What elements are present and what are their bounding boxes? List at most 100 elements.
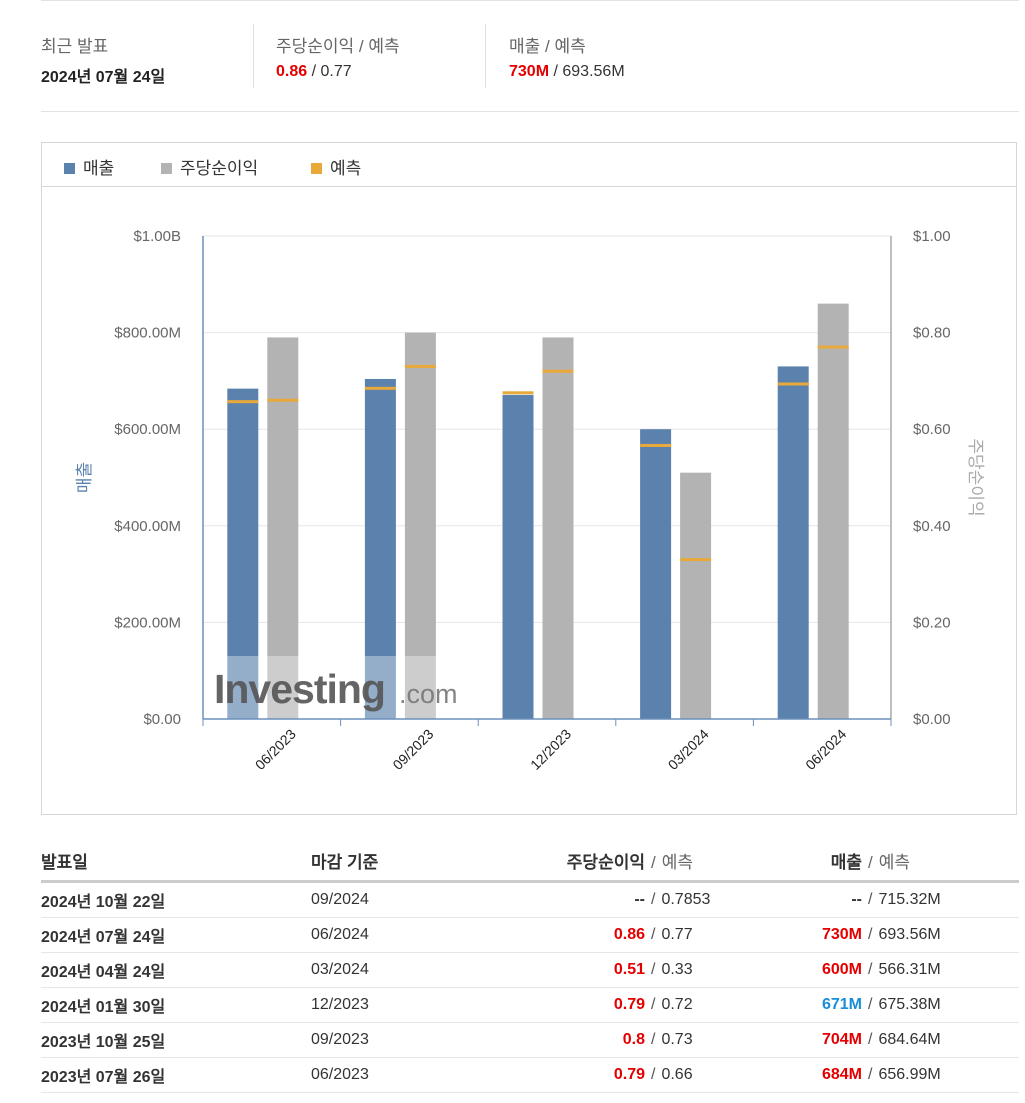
summary-eps-label: 주당순이익 / 예측 <box>276 32 400 57</box>
summary-revenue-label: 매출 / 예측 <box>509 32 625 57</box>
row-revenue-actual: 671M <box>821 996 862 1013</box>
forecast-marker-eps <box>680 558 712 562</box>
legend-item-eps[interactable]: 주당순이익 <box>161 154 258 179</box>
row-period: 03/2024 <box>311 952 491 988</box>
row-revenue-actual: 600M <box>821 961 862 978</box>
row-eps-actual: 0.8 <box>622 1031 645 1048</box>
row-revenue: 730M / 693.56M <box>736 917 1019 953</box>
earnings-table: 발표일 마감 기준 주당순이익 / 예측 매출 / 예측 2024년 10월 22일 09… <box>41 840 1019 1093</box>
row-revenue-slash: / <box>868 1066 873 1083</box>
right-tick-label: $0.60 <box>913 421 951 438</box>
summary-revenue: 매출 / 예측 730M / 693.56M <box>509 32 625 81</box>
table-header-row: 발표일 마감 기준 주당순이익 / 예측 매출 / 예측 <box>41 840 1019 883</box>
left-tick-label: $800.00M <box>114 325 181 342</box>
summary-eps-label-sub: 예측 <box>368 37 400 56</box>
row-eps-forecast: 0.66 <box>661 1066 693 1083</box>
row-eps: 0.79 / 0.66 <box>491 1057 736 1093</box>
row-release-date: 2024년 04월 24일 <box>41 952 311 988</box>
bar-eps <box>542 337 574 719</box>
x-tick-label: 06/2024 <box>802 726 849 773</box>
row-eps-forecast: 0.77 <box>661 926 693 943</box>
right-tick-label: $0.80 <box>913 325 951 342</box>
watermark-band <box>203 656 463 719</box>
row-eps-slash: / <box>651 926 656 943</box>
row-release-date: 2023년 10월 25일 <box>41 1022 311 1058</box>
table-body: 2024년 10월 22일 09/2024 --/0.7853 --/715.32M 2… <box>41 881 1019 1093</box>
row-period: 09/2024 <box>311 881 491 918</box>
row-eps-actual: 0.79 <box>613 996 645 1013</box>
th-eps[interactable]: 주당순이익 / 예측 <box>491 840 736 883</box>
forecast-marker-revenue <box>640 443 672 447</box>
bar-eps <box>817 303 849 719</box>
row-eps-forecast: 0.73 <box>661 1031 693 1048</box>
table-row: 2024년 07월 24일 06/2024 0.86 / 0.77 730M / 693.56… <box>41 917 1019 953</box>
summary-revenue-value: 730M / 693.56M <box>509 63 625 81</box>
x-tick-label: 03/2024 <box>665 726 712 773</box>
watermark-logo-text: Investing <box>214 666 385 712</box>
chart-legend: 매출 주당순이익 예측 <box>42 143 1016 187</box>
th-release-date[interactable]: 발표일 <box>41 840 311 883</box>
bar-eps <box>680 472 712 719</box>
summary-revenue-sep: / <box>549 63 563 80</box>
row-eps-forecast: 0.7853 <box>661 891 711 908</box>
summary-revenue-label-sub: 예측 <box>554 37 586 56</box>
row-revenue-actual: 730M <box>821 926 862 943</box>
legend-item-forecast[interactable]: 예측 <box>311 154 361 179</box>
x-tick-label: 06/2023 <box>252 726 299 773</box>
legend-label-revenue: 매출 <box>83 159 115 178</box>
legend-item-revenue[interactable]: 매출 <box>64 154 114 179</box>
left-tick-label: $200.00M <box>114 614 181 631</box>
row-revenue: -- / 715.32M <box>736 881 1019 918</box>
legend-label-eps: 주당순이익 <box>180 159 259 178</box>
right-axis-title: 주당순이익 <box>966 438 985 516</box>
summary-separator <box>485 24 486 88</box>
th-revenue[interactable]: 매출 / 예측 <box>736 840 1019 883</box>
row-eps-actual: -- <box>634 891 645 908</box>
earnings-chart: 매출 주당순이익 예측 $0.00 $200.00M $400.00M $600.00… <box>41 142 1017 815</box>
row-revenue-slash: / <box>868 891 873 908</box>
bar-eps <box>404 332 436 719</box>
row-eps-forecast: 0.72 <box>661 996 693 1013</box>
x-tick-label: 09/2023 <box>389 726 436 773</box>
row-eps-actual: 0.86 <box>613 926 645 943</box>
row-revenue-slash: / <box>868 926 873 943</box>
th-period-end[interactable]: 마감 기준 <box>311 840 491 883</box>
legend-label-forecast: 예측 <box>330 159 362 178</box>
left-tick-label: $0.00 <box>143 711 181 728</box>
row-revenue-slash: / <box>868 1031 873 1048</box>
th-revenue-main: 매출 <box>830 852 862 872</box>
row-revenue-forecast: 684.64M <box>878 1031 941 1048</box>
forecast-marker-revenue <box>227 400 259 404</box>
row-revenue-forecast: 656.99M <box>878 1066 941 1083</box>
table-row: 2024년 04월 24일 03/2024 0.51 / 0.33 600M / 566.31… <box>41 952 1019 988</box>
top-border <box>41 0 1019 1</box>
row-release-date: 2024년 07월 24일 <box>41 917 311 953</box>
forecast-marker-eps <box>267 398 299 402</box>
summary-last-release-value: 2024년 07월 24일 <box>41 69 166 86</box>
left-tick-label: $400.00M <box>114 518 181 535</box>
summary-eps-label-main: 주당순이익 <box>276 37 355 56</box>
legend-swatch-forecast <box>311 163 322 174</box>
row-revenue: 671M / 675.38M <box>736 987 1019 1023</box>
row-eps-actual: 0.51 <box>613 961 645 978</box>
forecast-marker-revenue <box>364 386 396 390</box>
table-row: 2024년 01월 30일 12/2023 0.79 / 0.72 671M / 675.38… <box>41 987 1019 1023</box>
left-axis-title: 매출 <box>75 462 94 493</box>
summary-separator <box>253 24 254 88</box>
row-revenue: 684M / 656.99M <box>736 1057 1019 1093</box>
th-eps-main: 주당순이익 <box>566 852 645 872</box>
summary-eps-actual: 0.86 <box>276 63 308 80</box>
row-period: 06/2024 <box>311 917 491 953</box>
right-tick-label: $0.40 <box>913 518 951 535</box>
row-revenue-actual: -- <box>851 891 862 908</box>
right-tick-label: $1.00 <box>913 228 951 245</box>
summary-eps-label-sep: / <box>354 37 369 56</box>
bar-revenue <box>364 378 396 719</box>
watermark-logo-suffix: .com <box>399 679 458 709</box>
row-revenue-forecast: 675.38M <box>878 996 941 1013</box>
right-tick-label: $0.20 <box>913 614 951 631</box>
row-revenue-forecast: 566.31M <box>878 961 941 978</box>
row-revenue-forecast: 715.32M <box>878 891 941 908</box>
row-period: 09/2023 <box>311 1022 491 1058</box>
bar-revenue <box>640 429 672 719</box>
